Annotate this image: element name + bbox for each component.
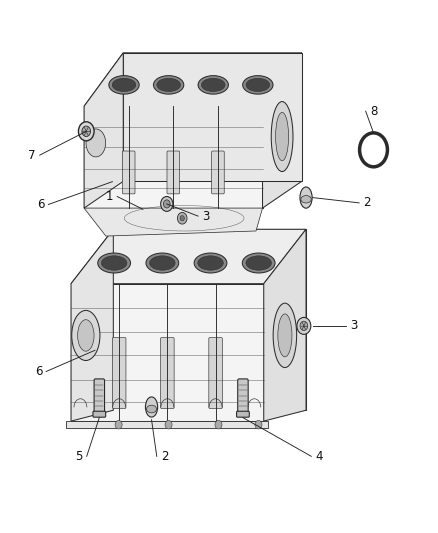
Ellipse shape <box>273 303 297 368</box>
Polygon shape <box>66 421 268 429</box>
FancyBboxPatch shape <box>237 411 249 417</box>
Circle shape <box>300 321 308 330</box>
Polygon shape <box>84 53 302 106</box>
Polygon shape <box>262 53 302 208</box>
Circle shape <box>78 122 94 141</box>
Polygon shape <box>84 53 123 208</box>
Ellipse shape <box>98 253 131 273</box>
Ellipse shape <box>246 78 270 92</box>
Ellipse shape <box>157 78 180 92</box>
Polygon shape <box>264 229 306 421</box>
Ellipse shape <box>153 76 184 94</box>
Text: 2: 2 <box>161 450 168 463</box>
Ellipse shape <box>72 310 100 360</box>
Ellipse shape <box>86 129 106 157</box>
Polygon shape <box>84 106 262 208</box>
Ellipse shape <box>242 253 275 273</box>
Polygon shape <box>84 208 262 236</box>
Ellipse shape <box>147 405 156 413</box>
Text: 8: 8 <box>370 104 377 118</box>
Ellipse shape <box>198 76 228 94</box>
Ellipse shape <box>201 78 225 92</box>
Circle shape <box>255 421 262 429</box>
Circle shape <box>215 421 222 429</box>
FancyBboxPatch shape <box>167 151 180 194</box>
Text: 6: 6 <box>37 198 44 211</box>
Ellipse shape <box>145 397 158 417</box>
Ellipse shape <box>149 256 175 270</box>
FancyBboxPatch shape <box>212 151 224 194</box>
FancyBboxPatch shape <box>238 379 248 414</box>
Text: 3: 3 <box>350 319 357 333</box>
Ellipse shape <box>246 256 272 270</box>
Ellipse shape <box>300 187 312 208</box>
Circle shape <box>180 216 184 221</box>
Ellipse shape <box>243 76 273 94</box>
Ellipse shape <box>198 256 223 270</box>
FancyBboxPatch shape <box>161 337 174 408</box>
FancyBboxPatch shape <box>209 337 223 408</box>
Polygon shape <box>71 284 264 421</box>
Circle shape <box>364 139 383 161</box>
Circle shape <box>161 197 173 212</box>
Text: 4: 4 <box>315 450 323 463</box>
Text: 1: 1 <box>106 190 113 203</box>
FancyBboxPatch shape <box>113 337 126 408</box>
FancyBboxPatch shape <box>122 151 135 194</box>
Polygon shape <box>71 229 306 284</box>
FancyBboxPatch shape <box>94 379 105 414</box>
Polygon shape <box>123 53 302 181</box>
Ellipse shape <box>101 256 127 270</box>
FancyBboxPatch shape <box>93 411 106 417</box>
Ellipse shape <box>194 253 227 273</box>
Text: 7: 7 <box>28 149 35 161</box>
Circle shape <box>360 133 388 167</box>
Circle shape <box>165 421 172 429</box>
Ellipse shape <box>278 314 292 357</box>
Ellipse shape <box>112 78 136 92</box>
Ellipse shape <box>146 253 179 273</box>
Ellipse shape <box>78 320 94 351</box>
Ellipse shape <box>276 112 289 161</box>
Text: 5: 5 <box>75 450 82 463</box>
Text: 2: 2 <box>363 196 371 209</box>
Ellipse shape <box>109 76 139 94</box>
Polygon shape <box>113 229 306 410</box>
Polygon shape <box>71 229 113 421</box>
Circle shape <box>297 317 311 334</box>
Circle shape <box>177 213 187 224</box>
Ellipse shape <box>301 196 311 203</box>
Circle shape <box>163 200 170 208</box>
Text: 6: 6 <box>35 365 42 378</box>
Circle shape <box>82 126 91 136</box>
Ellipse shape <box>271 102 293 172</box>
Circle shape <box>115 421 122 429</box>
Text: 3: 3 <box>202 209 210 223</box>
